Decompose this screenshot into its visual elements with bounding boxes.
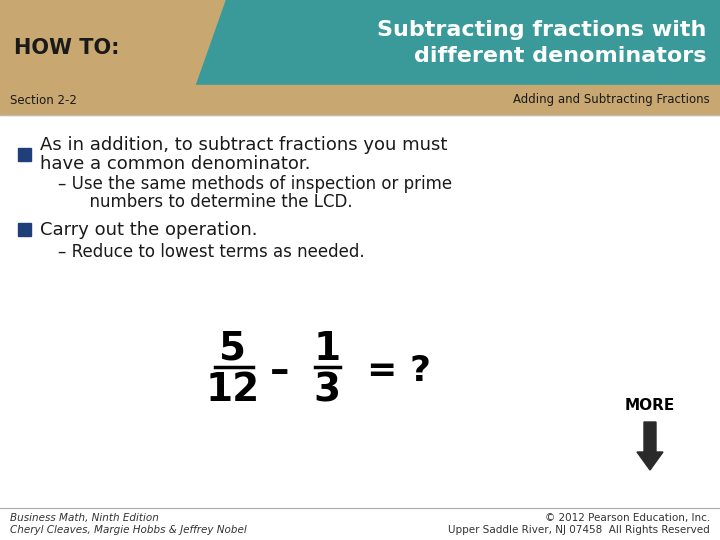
Text: Subtracting fractions with
different denominators: Subtracting fractions with different den… <box>377 20 706 66</box>
Bar <box>18 148 31 161</box>
Text: numbers to determine the LCD.: numbers to determine the LCD. <box>58 193 353 211</box>
Text: Section 2-2: Section 2-2 <box>10 93 77 106</box>
Text: Business Math, Ninth Edition: Business Math, Ninth Edition <box>10 513 159 523</box>
Polygon shape <box>0 0 225 85</box>
Text: HOW TO:: HOW TO: <box>14 38 120 58</box>
Bar <box>0 85 720 115</box>
Text: – Use the same methods of inspection or prime: – Use the same methods of inspection or … <box>58 175 452 193</box>
Text: Cheryl Cleaves, Margie Hobbs & Jeffrey Nobel: Cheryl Cleaves, Margie Hobbs & Jeffrey N… <box>10 525 247 535</box>
Bar <box>18 223 31 236</box>
Text: = ?: = ? <box>367 354 431 388</box>
Text: Carry out the operation.: Carry out the operation. <box>40 221 258 239</box>
Text: Upper Saddle River, NJ 07458  All Rights Reserved: Upper Saddle River, NJ 07458 All Rights … <box>449 525 710 535</box>
Text: – Reduce to lowest terms as needed.: – Reduce to lowest terms as needed. <box>58 243 364 261</box>
Text: © 2012 Pearson Education, Inc.: © 2012 Pearson Education, Inc. <box>545 513 710 523</box>
Text: have a common denominator.: have a common denominator. <box>40 155 310 173</box>
Text: MORE: MORE <box>625 397 675 413</box>
Text: 1: 1 <box>313 330 341 368</box>
FancyArrow shape <box>637 422 663 470</box>
Text: As in addition, to subtract fractions you must: As in addition, to subtract fractions yo… <box>40 136 447 154</box>
Text: Adding and Subtracting Fractions: Adding and Subtracting Fractions <box>513 93 710 106</box>
Text: 3: 3 <box>313 371 341 409</box>
Text: –: – <box>270 352 289 390</box>
Text: 12: 12 <box>206 371 260 409</box>
Bar <box>0 0 720 85</box>
Text: 5: 5 <box>220 330 246 368</box>
